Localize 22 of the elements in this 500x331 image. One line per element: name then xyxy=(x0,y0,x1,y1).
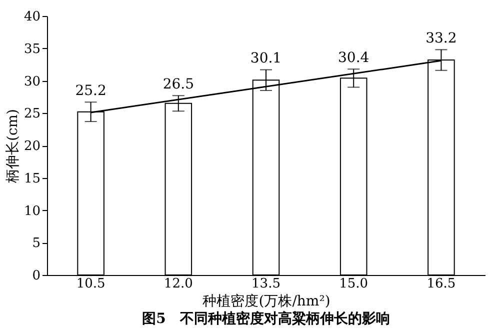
data-label: 30.4 xyxy=(338,50,370,66)
x-tick-label: 12.0 xyxy=(164,276,193,292)
y-tick-label: 35 xyxy=(24,42,40,57)
y-tick-label: 30 xyxy=(24,74,40,90)
x-tick-label: 10.5 xyxy=(76,276,106,292)
x-tick-label: 13.5 xyxy=(252,276,280,292)
x-tick-label: 15.0 xyxy=(339,276,368,292)
data-label: 26.5 xyxy=(162,76,194,93)
y-tick-label: 25 xyxy=(24,106,40,122)
y-tick-label: 20 xyxy=(24,139,40,154)
y-tick-label: 10 xyxy=(24,204,40,219)
x-tick-label: 16.5 xyxy=(426,276,456,292)
y-tick-label: 0 xyxy=(32,268,40,284)
y-tick-label: 40 xyxy=(24,10,40,24)
data-label: 25.2 xyxy=(75,83,106,100)
y-tick-label: 15 xyxy=(24,171,40,186)
y-axis-title: 柄伸长(cm) xyxy=(4,108,21,184)
y-tick-label: 5 xyxy=(32,236,40,252)
x-axis-title: 种植密度(万株/hm²) xyxy=(202,294,330,310)
text: 图5 不同种植密度对高粱柄伸长的影响 xyxy=(142,310,390,327)
data-label: 33.2 xyxy=(426,30,457,47)
data-label: 30.1 xyxy=(250,50,282,67)
